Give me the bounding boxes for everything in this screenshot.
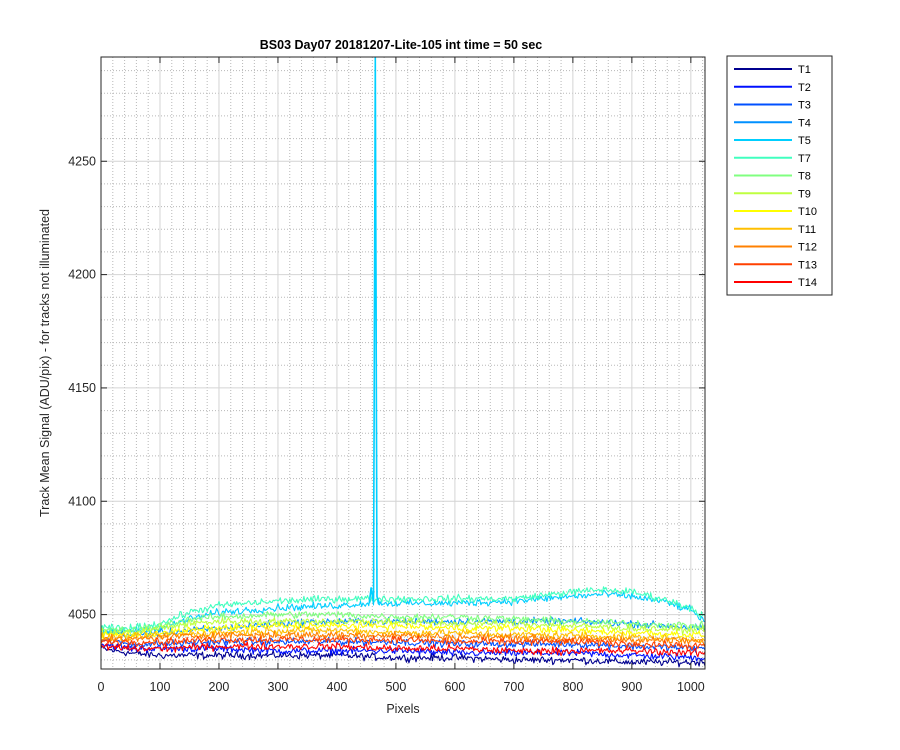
- x-axis-label: Pixels: [386, 702, 419, 716]
- series-line-t5: [101, 233, 705, 636]
- x-tick-label: 800: [562, 680, 583, 694]
- legend-label-t12: T12: [798, 242, 817, 254]
- legend-label-t9: T9: [798, 188, 811, 200]
- y-tick-label: 4050: [68, 608, 96, 622]
- y-axis-label: Track Mean Signal (ADU/pix) - for tracks…: [38, 209, 52, 517]
- series-line-t8: [101, 611, 705, 633]
- legend-label-t8: T8: [798, 171, 811, 183]
- legend-label-t1: T1: [798, 64, 811, 76]
- y-tick-labels: 4050 4100 4150 4200 4250: [68, 154, 96, 621]
- x-tick-label: 300: [268, 680, 289, 694]
- x-tick-labels: 0 100 200 300 400 500 600 700 800 900 1000: [98, 680, 705, 694]
- series-line-t9: [101, 616, 705, 637]
- legend-label-t5: T5: [798, 135, 811, 147]
- legend-label-t14: T14: [798, 277, 817, 289]
- x-tick-label: 1000: [677, 680, 705, 694]
- series-line-t11: [101, 625, 705, 644]
- chart-title: BS03 Day07 20181207-Lite-105 int time = …: [260, 38, 543, 52]
- legend-label-t2: T2: [798, 82, 811, 94]
- series-line-t10: [101, 621, 705, 640]
- x-tick-label: 400: [327, 680, 348, 694]
- axes-background: [101, 57, 705, 669]
- series-spike-t5: [368, 57, 381, 604]
- series-line-t14: [101, 641, 705, 658]
- legend-label-t4: T4: [798, 117, 811, 129]
- legend-label-t13: T13: [798, 259, 817, 271]
- y-tick-label: 4150: [68, 381, 96, 395]
- y-tick-label: 4200: [68, 268, 96, 282]
- major-grid: [101, 57, 705, 669]
- x-tick-label: 900: [621, 680, 642, 694]
- x-tick-label: 500: [385, 680, 406, 694]
- series-line-t13: [101, 634, 705, 651]
- axes-box: [100, 56, 706, 670]
- legend: T1 T2 T3 T4 T5 T7 T8 T9 T10 T11 T12 T13 T14: [726, 55, 833, 296]
- legend-label-t11: T11: [798, 224, 816, 236]
- legend-label-t7: T7: [798, 153, 811, 165]
- x-tick-label: 100: [150, 680, 171, 694]
- tick-marks: [100, 57, 705, 669]
- legend-label-t3: T3: [798, 100, 811, 112]
- series-line-t7: [101, 586, 705, 633]
- series-line-t1: [101, 645, 705, 668]
- plot-area: [100, 56, 706, 670]
- series-line-t2: [101, 643, 705, 662]
- y-tick-label: 4250: [68, 154, 96, 168]
- series-line-t3: [101, 636, 705, 653]
- x-tick-label: 600: [444, 680, 465, 694]
- legend-label-t10: T10: [798, 206, 817, 218]
- series-layer: [101, 57, 705, 668]
- x-tick-label: 700: [503, 680, 524, 694]
- y-tick-label: 4100: [68, 494, 96, 508]
- series-line-t12: [101, 630, 705, 646]
- x-tick-label: 200: [209, 680, 230, 694]
- x-tick-label: 0: [98, 680, 105, 694]
- minor-grid: [101, 57, 705, 669]
